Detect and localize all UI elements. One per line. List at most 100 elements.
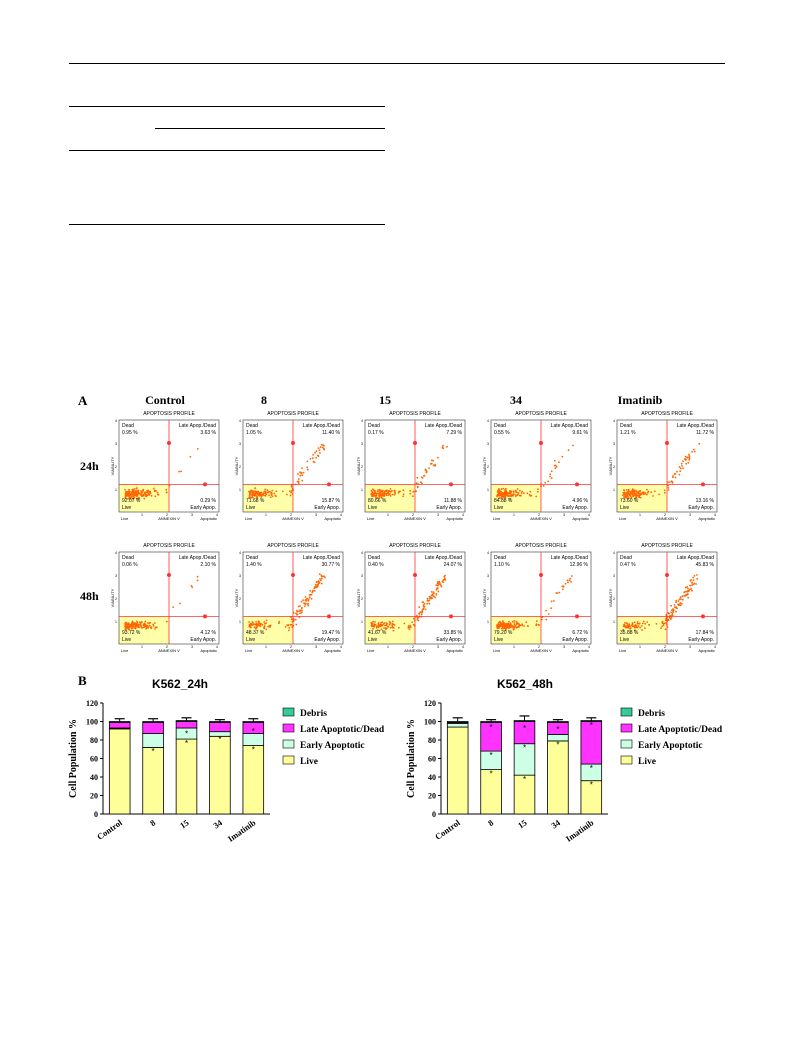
flow-event-dot <box>667 481 669 484</box>
flow-event-dot <box>402 489 405 492</box>
flow-event-dot <box>143 624 146 626</box>
flow-event-dot <box>422 605 425 608</box>
x-tick-label: 3 <box>315 513 317 517</box>
flow-event-dot <box>418 606 421 608</box>
flow-event-dot <box>267 625 270 628</box>
flow-event-dot <box>500 492 502 495</box>
flow-event-dot <box>296 610 299 613</box>
flow-event-dot <box>320 579 322 582</box>
x-axis-left-label: Live <box>245 648 253 653</box>
flow-event-dot <box>420 481 422 484</box>
flow-event-dot <box>315 450 318 452</box>
flow-event-dot <box>383 622 386 625</box>
x-axis-label: ANNEXIN V <box>404 648 426 653</box>
page-header-rule <box>69 63 725 64</box>
quadrant-value-early: 4.12 % <box>200 630 216 636</box>
flow-event-dot <box>286 493 288 496</box>
flow-event-dot <box>676 470 678 473</box>
flow-event-dot <box>505 629 507 632</box>
flow-event-dot <box>379 490 381 493</box>
x-tick-label: 3 <box>689 645 691 649</box>
flow-event-dot <box>386 492 389 494</box>
y-tick-label: 2 <box>361 465 363 469</box>
flow-event-dot <box>415 490 417 493</box>
flow-event-dot <box>525 621 528 624</box>
flow-event-dot <box>255 494 257 497</box>
x-tick-label: 2 <box>412 513 414 517</box>
table-bottom-rule <box>69 224 385 225</box>
x-tick-label: 4 <box>462 645 464 649</box>
flow-event-dot <box>372 620 374 623</box>
x-tick-label: 4 <box>714 513 716 517</box>
flow-event-dot <box>254 490 257 493</box>
flow-event-dot <box>636 622 639 625</box>
flow-event-dot <box>636 626 639 629</box>
flow-event-dot <box>679 602 682 605</box>
y-tick-label: 2 <box>487 597 489 601</box>
flow-event-dot <box>393 627 395 629</box>
quadrant-value-early: 6.72 % <box>572 630 588 636</box>
flow-event-dot <box>311 457 314 460</box>
significance-mark: * <box>556 725 559 734</box>
x-tick-label: 2 <box>166 513 168 517</box>
x-axis-right-label: Apoptotic <box>324 516 341 521</box>
flow-event-dot <box>547 480 550 483</box>
x-tick-label: 3 <box>315 645 317 649</box>
legend-label: Early Apoptotic <box>300 741 365 751</box>
x-tick-label: 2 <box>664 645 666 649</box>
bar-segment-late-apoptotic-dead <box>175 721 198 729</box>
flow-event-dot <box>388 623 391 626</box>
flow-event-dot <box>696 574 698 576</box>
flow-event-dot <box>650 491 653 493</box>
flow-event-dot <box>509 622 512 625</box>
x-tick-label: 1 <box>141 513 143 517</box>
flow-event-dot <box>315 581 318 584</box>
flow-event-dot <box>633 489 636 492</box>
flow-event-dot <box>141 495 143 498</box>
flow-event-dot <box>265 619 268 622</box>
x-tick-label: 4 <box>340 645 342 649</box>
y-tick-label: 4 <box>613 419 615 423</box>
legend-label: Debris <box>638 709 665 719</box>
flow-event-dot <box>263 626 265 629</box>
y-tick-label: 80 <box>90 736 98 745</box>
flow-event-dot <box>308 596 311 599</box>
flow-event-dot <box>506 492 509 494</box>
flow-event-dot <box>319 452 321 454</box>
flow-event-dot <box>307 604 310 607</box>
bar-segment-live <box>446 726 469 815</box>
flow-plot-title: APOPTOSIS PROFILE <box>515 543 567 549</box>
flow-event-dot <box>685 462 688 465</box>
flow-event-dot <box>322 444 324 446</box>
flow-event-dot <box>133 622 135 625</box>
x-tick-label: 3 <box>563 513 565 517</box>
significance-mark: * <box>185 739 188 748</box>
quadrant-label-live: Live <box>494 637 503 643</box>
legend-swatch <box>620 723 633 733</box>
flow-event-dot <box>139 623 142 626</box>
flow-event-dot <box>373 624 375 627</box>
flow-event-dot <box>667 618 670 621</box>
flow-event-dot <box>536 620 538 623</box>
flow-event-dot <box>250 496 252 499</box>
flow-event-dot <box>145 627 148 630</box>
flow-event-dot <box>622 628 625 631</box>
flow-event-dot <box>288 629 290 632</box>
flow-event-dot <box>550 600 553 603</box>
flow-event-dot <box>313 586 316 588</box>
flow-event-dot <box>136 487 138 489</box>
flow-event-dot <box>134 490 137 492</box>
flow-event-dot <box>428 467 430 469</box>
flow-event-dot <box>503 625 505 628</box>
flow-event-dot <box>264 494 267 497</box>
quadrant-label-late: Late Apop./Dead <box>303 423 340 429</box>
y-axis-label: Cell Population % <box>406 719 417 798</box>
flow-event-dot <box>290 486 293 488</box>
flow-event-dot <box>269 496 272 499</box>
flow-event-dot <box>671 613 674 615</box>
quadrant-value-late: 9.61 % <box>572 430 588 436</box>
flow-event-dot <box>375 494 378 497</box>
flow-event-dot <box>317 580 320 582</box>
flow-event-dot <box>678 473 681 476</box>
column-header-1: 8 <box>261 393 267 407</box>
